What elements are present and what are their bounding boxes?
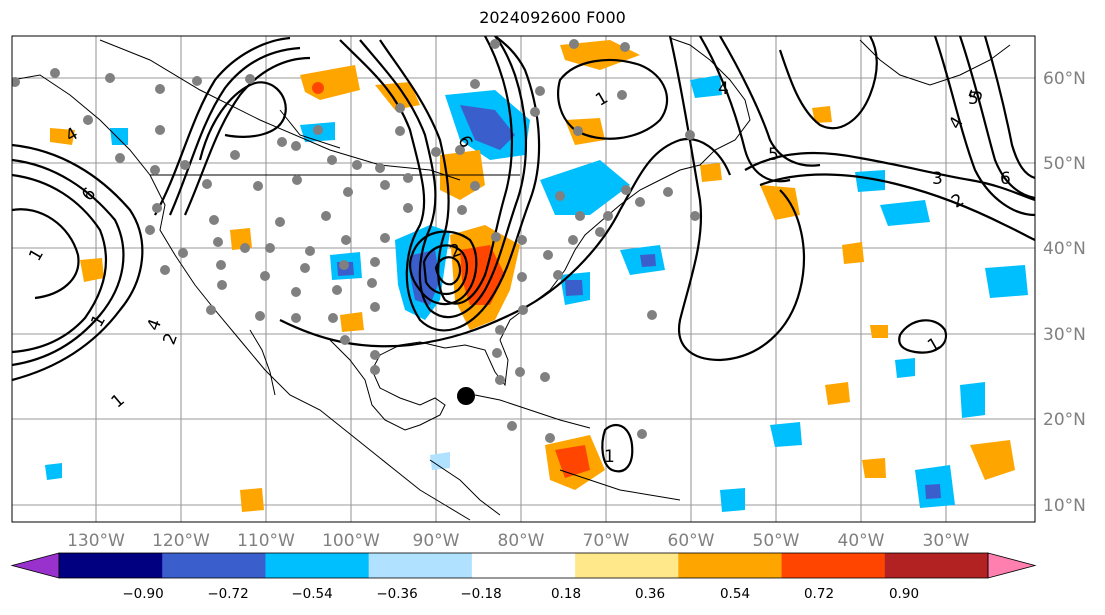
map-border [11, 35, 1036, 523]
station-markers [12, 39, 700, 443]
colorbar-segment [678, 553, 783, 578]
contour-label: 5 [968, 89, 979, 109]
lon-label: 60°W [668, 531, 715, 551]
lon-label: 30°W [923, 531, 970, 551]
latitude-labels: 60°N 50°N 40°N 30°N 20°N 10°N [1043, 69, 1086, 516]
longitude-labels: 130°W 120°W 110°W 100°W 90°W 80°W 70°W 6… [67, 531, 970, 551]
colorbar-segment [471, 553, 576, 578]
colorbar-segment [781, 553, 886, 578]
lat-label: 30°N [1043, 325, 1086, 345]
colorbar-tick-label: −0.54 [291, 586, 332, 602]
colorbar-segment [59, 553, 163, 578]
contour-label: 5 [768, 145, 779, 165]
colorbar-labels: −0.90 −0.72 −0.54 −0.36 −0.18 0.18 0.36 … [122, 586, 919, 602]
storm-center-marker [457, 387, 475, 405]
contour-label: 6 [1000, 169, 1011, 189]
colorbar-tick-label: 0.54 [720, 586, 750, 602]
colorbar-segment [265, 553, 370, 578]
lon-label: 130°W [67, 531, 125, 551]
colorbar-tick-label: 0.90 [889, 586, 919, 602]
colorbar-tick-label: −0.90 [122, 586, 163, 602]
colorbar-segment [162, 553, 266, 578]
lon-label: 50°W [753, 531, 800, 551]
lon-label: 110°W [237, 531, 295, 551]
coastlines [12, 37, 1011, 521]
contour-label: 3 [932, 169, 943, 189]
lat-label: 60°N [1043, 69, 1086, 89]
lat-label: 40°N [1043, 239, 1086, 259]
lon-label: 120°W [152, 531, 210, 551]
colorbar-tick-label: 0.72 [804, 586, 834, 602]
colorbar-segment [575, 553, 679, 578]
colorbar-segment [884, 553, 989, 578]
colorbar-tick-label: −0.72 [207, 586, 248, 602]
contour-label: 1 [604, 447, 615, 467]
colorbar [10, 552, 1037, 579]
colorbar-tick-label: 0.36 [635, 586, 665, 602]
colorbar-frame [58, 552, 989, 579]
lat-label: 50°N [1043, 154, 1086, 174]
colorbar-segment [368, 553, 473, 578]
colorbar-extend-min [10, 552, 60, 579]
colorbar-tick-label: −0.36 [376, 586, 417, 602]
lat-label: 10°N [1043, 496, 1086, 516]
colorbar-tick-label: 0.18 [551, 586, 581, 602]
colorbar-tick-label: −0.18 [460, 586, 501, 602]
contour-label: 4 [718, 79, 729, 99]
colorbar-extend-max [987, 552, 1037, 579]
map-title: 2024092600 F000 [479, 8, 626, 27]
lon-label: 80°W [498, 531, 545, 551]
lat-label: 20°N [1043, 410, 1086, 430]
lon-label: 70°W [583, 531, 630, 551]
lon-label: 90°W [413, 531, 460, 551]
lon-label: 100°W [322, 531, 380, 551]
lon-label: 40°W [838, 531, 885, 551]
